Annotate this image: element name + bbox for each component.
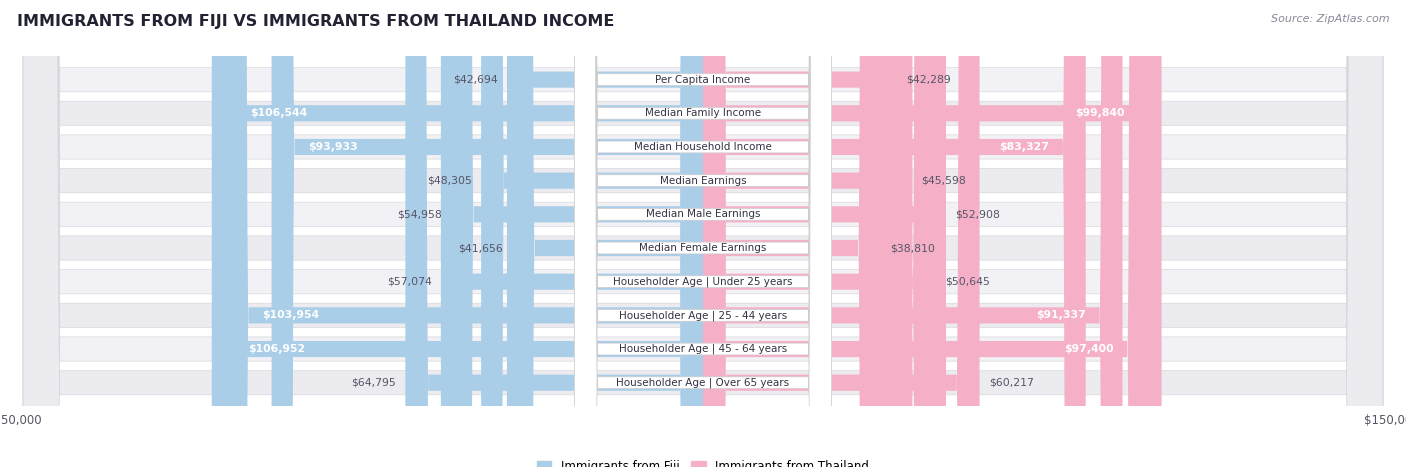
Text: $99,840: $99,840	[1076, 108, 1125, 118]
FancyBboxPatch shape	[508, 0, 703, 467]
FancyBboxPatch shape	[24, 0, 1382, 467]
FancyBboxPatch shape	[405, 0, 703, 467]
Text: $106,544: $106,544	[250, 108, 308, 118]
FancyBboxPatch shape	[271, 0, 703, 467]
Text: Source: ZipAtlas.com: Source: ZipAtlas.com	[1271, 14, 1389, 24]
Text: $48,305: $48,305	[427, 176, 472, 186]
Text: Per Capita Income: Per Capita Income	[655, 75, 751, 85]
FancyBboxPatch shape	[225, 0, 703, 467]
Text: $60,217: $60,217	[988, 378, 1033, 388]
Text: Median Male Earnings: Median Male Earnings	[645, 209, 761, 219]
FancyBboxPatch shape	[703, 0, 1150, 467]
FancyBboxPatch shape	[575, 0, 831, 467]
Text: $57,074: $57,074	[387, 276, 432, 287]
FancyBboxPatch shape	[703, 0, 1085, 467]
FancyBboxPatch shape	[24, 0, 1382, 467]
FancyBboxPatch shape	[450, 0, 703, 467]
FancyBboxPatch shape	[703, 0, 1161, 467]
FancyBboxPatch shape	[575, 0, 831, 467]
FancyBboxPatch shape	[24, 0, 1382, 467]
Text: Householder Age | 45 - 64 years: Householder Age | 45 - 64 years	[619, 344, 787, 354]
FancyBboxPatch shape	[703, 0, 912, 467]
FancyBboxPatch shape	[24, 0, 1382, 467]
Text: Householder Age | 25 - 44 years: Householder Age | 25 - 44 years	[619, 310, 787, 321]
Text: Median Earnings: Median Earnings	[659, 176, 747, 186]
FancyBboxPatch shape	[24, 0, 1382, 467]
Text: $93,933: $93,933	[308, 142, 359, 152]
FancyBboxPatch shape	[24, 0, 1382, 467]
Text: $42,289: $42,289	[907, 75, 952, 85]
Text: Householder Age | Under 25 years: Householder Age | Under 25 years	[613, 276, 793, 287]
Text: $91,337: $91,337	[1036, 311, 1085, 320]
Text: $103,954: $103,954	[263, 311, 319, 320]
FancyBboxPatch shape	[575, 0, 831, 467]
Text: $54,958: $54,958	[396, 209, 441, 219]
Text: Median Female Earnings: Median Female Earnings	[640, 243, 766, 253]
FancyBboxPatch shape	[575, 0, 831, 467]
FancyBboxPatch shape	[703, 0, 1122, 467]
FancyBboxPatch shape	[575, 0, 831, 467]
FancyBboxPatch shape	[575, 0, 831, 467]
FancyBboxPatch shape	[481, 0, 703, 467]
FancyBboxPatch shape	[214, 0, 703, 467]
Text: $45,598: $45,598	[921, 176, 966, 186]
FancyBboxPatch shape	[703, 0, 897, 467]
FancyBboxPatch shape	[512, 0, 703, 467]
Text: Median Household Income: Median Household Income	[634, 142, 772, 152]
FancyBboxPatch shape	[703, 0, 882, 467]
FancyBboxPatch shape	[24, 0, 1382, 467]
Text: $38,810: $38,810	[890, 243, 935, 253]
FancyBboxPatch shape	[703, 0, 946, 467]
FancyBboxPatch shape	[575, 0, 831, 467]
FancyBboxPatch shape	[212, 0, 703, 467]
FancyBboxPatch shape	[24, 0, 1382, 467]
FancyBboxPatch shape	[575, 0, 831, 467]
Text: Householder Age | Over 65 years: Householder Age | Over 65 years	[616, 377, 790, 388]
Text: $52,908: $52,908	[955, 209, 1000, 219]
Text: $42,694: $42,694	[453, 75, 498, 85]
Text: Median Family Income: Median Family Income	[645, 108, 761, 118]
Text: $83,327: $83,327	[1000, 142, 1049, 152]
Legend: Immigrants from Fiji, Immigrants from Thailand: Immigrants from Fiji, Immigrants from Th…	[533, 455, 873, 467]
FancyBboxPatch shape	[703, 0, 980, 467]
Text: $50,645: $50,645	[945, 276, 990, 287]
Text: IMMIGRANTS FROM FIJI VS IMMIGRANTS FROM THAILAND INCOME: IMMIGRANTS FROM FIJI VS IMMIGRANTS FROM …	[17, 14, 614, 29]
FancyBboxPatch shape	[24, 0, 1382, 467]
Text: $106,952: $106,952	[249, 344, 305, 354]
Text: $64,795: $64,795	[352, 378, 396, 388]
Text: $97,400: $97,400	[1064, 344, 1114, 354]
FancyBboxPatch shape	[24, 0, 1382, 467]
FancyBboxPatch shape	[575, 0, 831, 467]
Text: $41,656: $41,656	[458, 243, 502, 253]
FancyBboxPatch shape	[703, 0, 935, 467]
FancyBboxPatch shape	[575, 0, 831, 467]
FancyBboxPatch shape	[441, 0, 703, 467]
